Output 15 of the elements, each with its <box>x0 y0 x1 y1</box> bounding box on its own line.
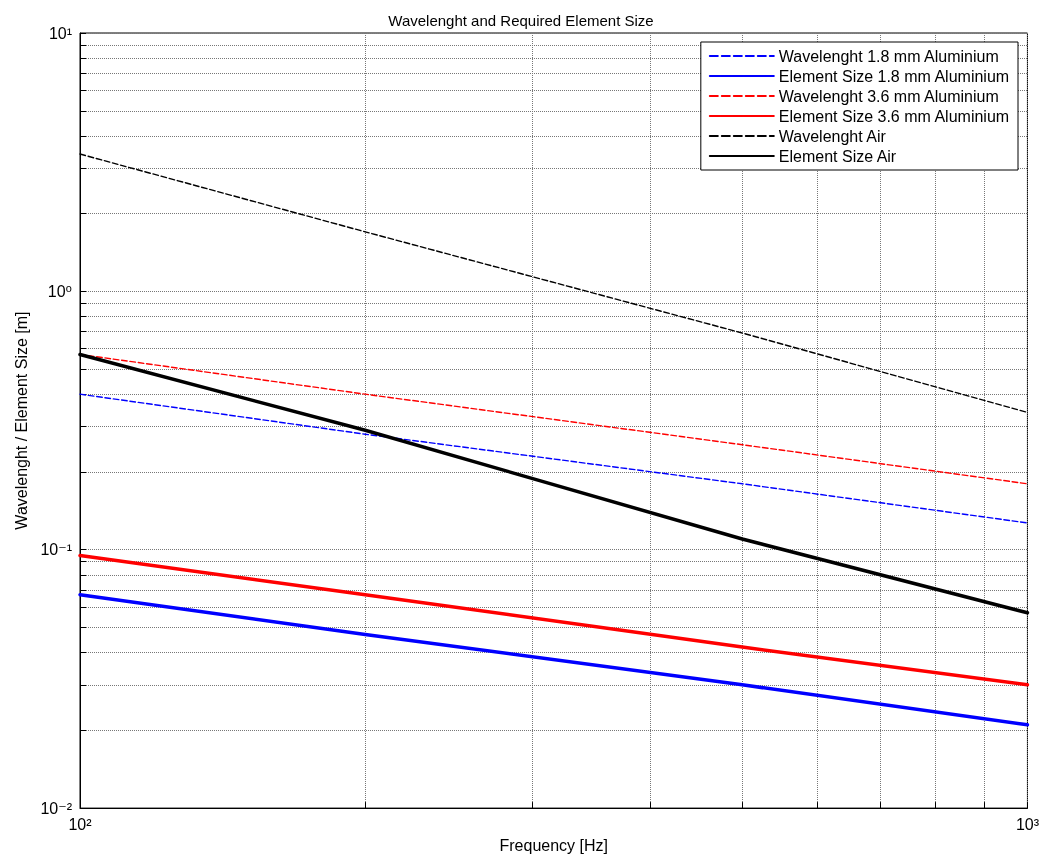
legend-label: Wavelenght 3.6 mm Aluminium <box>778 87 999 105</box>
y-tick-label: 10⁰ <box>47 282 72 300</box>
y-tick-label: 10⁻¹ <box>40 541 72 559</box>
y-tick-label: 10⁻² <box>40 799 73 817</box>
legend-label: Wavelenght Air <box>778 127 887 145</box>
x-tick-label: 10³ <box>1015 815 1040 833</box>
chart-title: Wavelenght and Required Element Size <box>388 12 654 29</box>
legend-label: Element Size 3.6 mm Aluminium <box>778 107 1010 125</box>
legend-label: Element Size Air <box>778 147 897 165</box>
x-axis-title: Frequency [Hz] <box>499 836 608 854</box>
x-tick-label: 10² <box>68 815 93 833</box>
legend-label: Wavelenght 1.8 mm Aluminium <box>778 47 999 65</box>
legend-label: Element Size 1.8 mm Aluminium <box>778 67 1010 85</box>
y-axis-title: Wavelenght / Element Size [m] <box>13 311 31 530</box>
y-tick-label: 10¹ <box>48 24 72 42</box>
